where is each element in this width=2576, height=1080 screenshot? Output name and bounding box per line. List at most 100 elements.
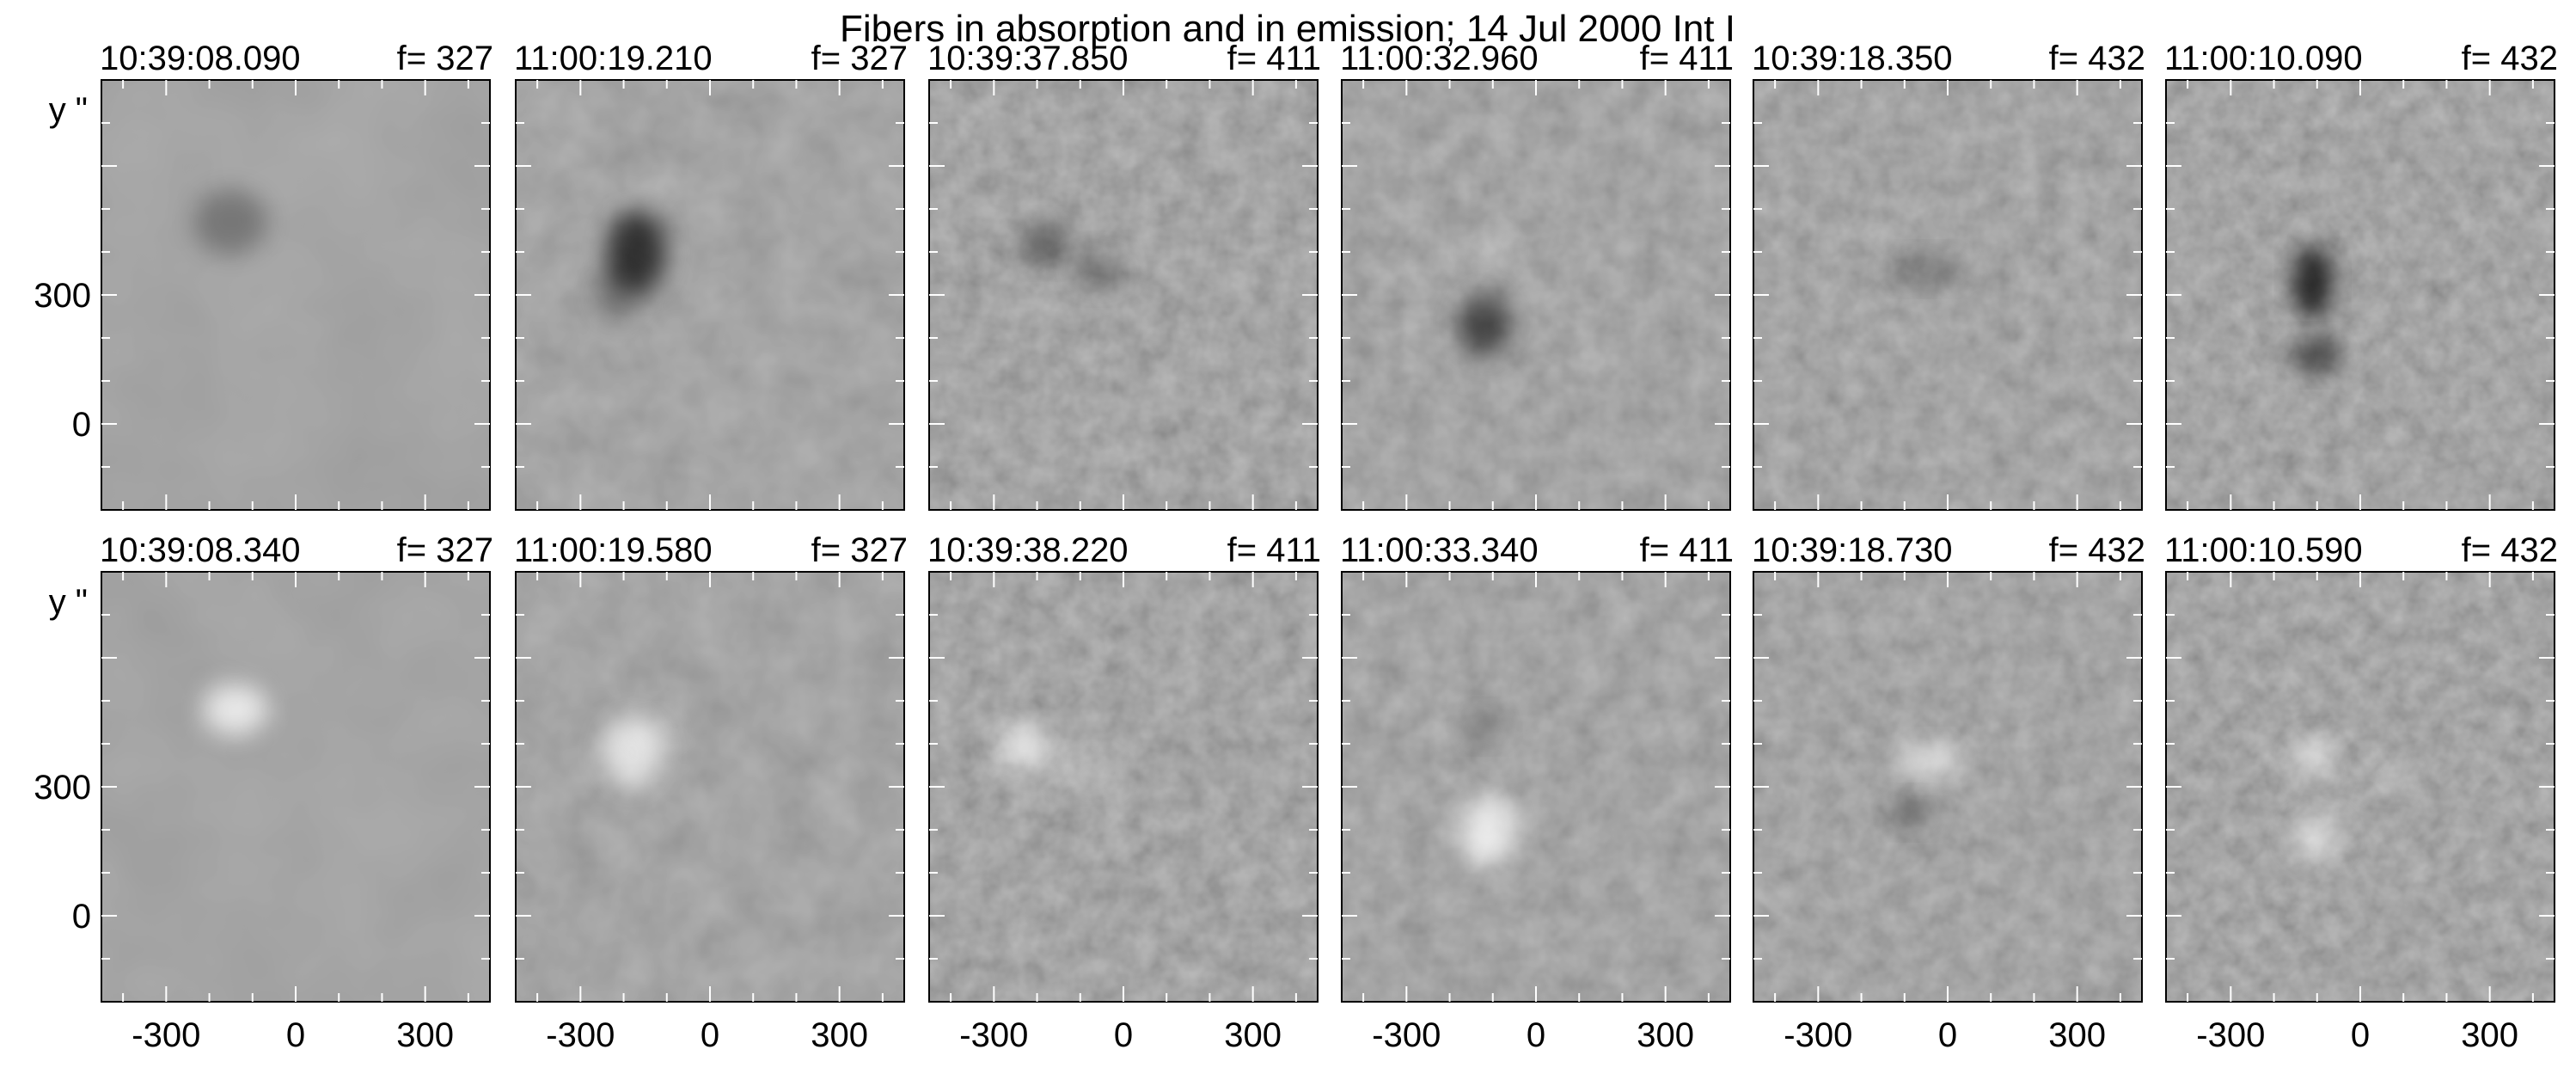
panel-frequency: f= 327 xyxy=(397,40,493,77)
panel: 11:00:19.580 f= 327 -300 0 300 x " xyxy=(514,531,908,1080)
panel-image xyxy=(1342,80,1730,510)
panel-image xyxy=(101,572,490,1002)
panel-frequency: f= 327 xyxy=(811,531,908,569)
absorption-feature xyxy=(1067,249,1129,289)
panel-timestamp: 11:00:19.210 xyxy=(514,40,713,77)
panel-frequency: f= 432 xyxy=(2462,40,2558,77)
panel: 10:39:18.730 f= 432 -300 0 300 x " xyxy=(1752,531,2145,1080)
absorption-feature xyxy=(2293,338,2341,372)
x-tick-label: 300 xyxy=(396,1016,454,1054)
panel-image xyxy=(2166,572,2555,1002)
x-tick-label: 300 xyxy=(1637,1016,1694,1054)
emission-feature xyxy=(203,684,268,735)
figure-title: Fibers in absorption and in emission; 14… xyxy=(840,8,1735,50)
panel-timestamp: 10:39:18.730 xyxy=(1752,531,1953,569)
panel-image xyxy=(1753,80,2142,510)
panel-grid: 10:39:08.090 f= 327 300 0 y " 11:00:19.210 f= … xyxy=(34,40,2558,1080)
y-tick-label: 300 xyxy=(34,277,91,315)
panel: 11:00:10.090 f= 432 xyxy=(2164,40,2558,511)
x-tick-label: -300 xyxy=(546,1016,615,1054)
panel-image xyxy=(1753,572,2142,1002)
x-tick-label: 0 xyxy=(1114,1016,1133,1054)
panel-image xyxy=(516,80,904,510)
panel-timestamp: 11:00:33.340 xyxy=(1340,531,1539,569)
panel-timestamp: 10:39:37.850 xyxy=(927,40,1129,77)
x-tick-label: -300 xyxy=(132,1016,200,1054)
y-tick-label: 0 xyxy=(72,406,91,444)
panel: 10:39:37.850 f= 411 xyxy=(927,40,1321,511)
panel-image xyxy=(516,572,904,1002)
emission-feature xyxy=(998,724,1050,772)
panel-image xyxy=(1342,572,1730,1002)
x-tick-label: 0 xyxy=(1527,1016,1545,1054)
x-tick-label: 0 xyxy=(701,1016,719,1054)
panel: 11:00:19.210 f= 327 xyxy=(514,40,908,511)
emission-feature xyxy=(2360,763,2413,794)
emission-feature xyxy=(1460,793,1517,867)
panel-timestamp: 10:39:18.350 xyxy=(1752,40,1953,77)
emission-feature xyxy=(2291,817,2343,860)
emission-feature xyxy=(1902,744,1959,778)
x-axis-label: x " xyxy=(1926,1073,1969,1080)
absorption-feature xyxy=(1466,235,1510,269)
x-tick-label: 300 xyxy=(811,1016,868,1054)
panel-timestamp: 11:00:10.090 xyxy=(2164,40,2363,77)
panel-frequency: f= 411 xyxy=(1227,40,1321,77)
x-tick-label: 0 xyxy=(1938,1016,1957,1054)
panel-timestamp: 10:39:38.220 xyxy=(927,531,1129,569)
panel-frequency: f= 411 xyxy=(1227,531,1321,569)
y-tick-label: 300 xyxy=(34,769,91,807)
absorption-feature xyxy=(595,269,644,321)
y-tick-label: 0 xyxy=(72,898,91,936)
emission-feature xyxy=(2291,737,2334,776)
panel-timestamp: 11:00:32.960 xyxy=(1340,40,1539,77)
panel-image xyxy=(929,572,1318,1002)
panel-image xyxy=(101,80,490,510)
emission-feature xyxy=(634,715,674,746)
x-axis-label: x " xyxy=(1102,1073,1145,1080)
panel-frequency: f= 432 xyxy=(2462,531,2558,569)
panel-timestamp: 11:00:10.590 xyxy=(2164,531,2363,569)
y-axis-label: y " xyxy=(49,91,88,129)
panel-timestamp: 11:00:19.580 xyxy=(514,531,713,569)
x-tick-label: 0 xyxy=(286,1016,305,1054)
panel: 10:39:18.350 f= 432 xyxy=(1752,40,2145,511)
panel: 10:39:38.220 f= 411 -300 0 300 x " xyxy=(927,531,1321,1080)
panel-image xyxy=(929,80,1318,510)
panel-frequency: f= 327 xyxy=(397,531,493,569)
x-tick-label: 300 xyxy=(1224,1016,1282,1054)
absorption-feature xyxy=(2293,245,2333,319)
x-axis-label: x " xyxy=(2339,1073,2382,1080)
x-tick-label: -300 xyxy=(959,1016,1028,1054)
panel: 10:39:08.090 f= 327 300 0 y " xyxy=(34,40,493,511)
absorption-feature xyxy=(1887,254,1966,285)
absorption-feature xyxy=(1458,292,1510,358)
emission-feature xyxy=(1054,757,1124,791)
panel: 11:00:32.960 f= 411 xyxy=(1340,40,1734,511)
panel-frequency: f= 411 xyxy=(1640,531,1734,569)
x-tick-label: 300 xyxy=(2048,1016,2106,1054)
panel-image xyxy=(2166,80,2555,510)
absorption-feature xyxy=(193,189,268,255)
y-axis-label: y " xyxy=(49,583,88,621)
x-tick-label: -300 xyxy=(1784,1016,1852,1054)
panel: 11:00:10.590 f= 432 -300 0 300 x " xyxy=(2164,531,2558,1080)
panel-timestamp: 10:39:08.090 xyxy=(100,40,301,77)
emission-feature xyxy=(1891,797,1935,828)
panel-frequency: f= 411 xyxy=(1640,40,1734,77)
x-tick-label: -300 xyxy=(2196,1016,2265,1054)
panel-frequency: f= 432 xyxy=(2049,531,2145,569)
x-tick-label: 300 xyxy=(2461,1016,2518,1054)
panel: 11:00:33.340 f= 411 -300 0 300 x " xyxy=(1340,531,1734,1080)
panel-timestamp: 10:39:08.340 xyxy=(100,531,301,569)
x-axis-label: x " xyxy=(274,1073,317,1080)
x-axis-label: x " xyxy=(688,1073,731,1080)
emission-feature xyxy=(1465,711,1504,742)
panel-frequency: f= 327 xyxy=(811,40,908,77)
x-tick-label: -300 xyxy=(1372,1016,1441,1054)
x-axis-label: x " xyxy=(1514,1073,1557,1080)
absorption-feature xyxy=(1021,224,1070,263)
x-tick-label: 0 xyxy=(2351,1016,2370,1054)
panel: 10:39:08.340 f= 327 300 0 y " -300 0 300 x " xyxy=(34,531,493,1080)
